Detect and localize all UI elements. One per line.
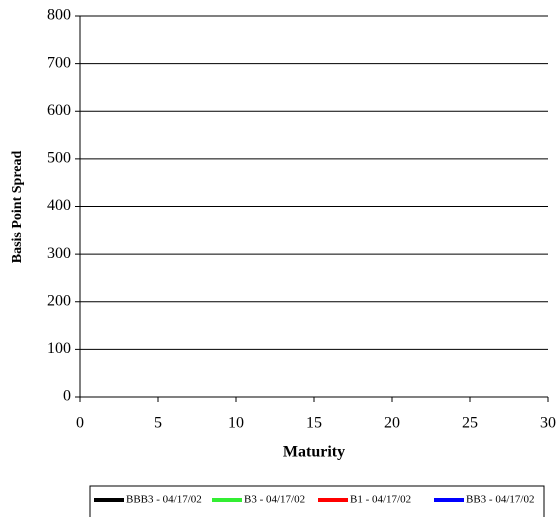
y-axis-label: Basis Point Spread bbox=[10, 151, 25, 264]
y-tick-label: 500 bbox=[47, 150, 71, 167]
legend-label: BB3 - 04/17/02 bbox=[466, 494, 534, 506]
y-tick-label: 200 bbox=[47, 292, 71, 309]
y-tick-label: 700 bbox=[47, 54, 71, 71]
legend-box bbox=[89, 485, 545, 517]
legend-label: BBB3 - 04/17/02 bbox=[126, 494, 202, 506]
y-tick-label: 600 bbox=[47, 102, 71, 119]
x-axis-label: Maturity bbox=[283, 444, 345, 461]
y-tick-label: 100 bbox=[47, 340, 71, 357]
x-tick-label: 15 bbox=[306, 415, 322, 432]
legend-label: B3 - 04/17/02 bbox=[244, 494, 305, 506]
x-tick-label: 10 bbox=[228, 415, 244, 432]
legend-label: B1 - 04/17/02 bbox=[350, 494, 411, 506]
x-tick-label: 5 bbox=[154, 415, 162, 432]
x-tick-label: 20 bbox=[384, 415, 400, 432]
y-tick-label: 800 bbox=[47, 7, 71, 24]
y-tick-label: 300 bbox=[47, 245, 71, 262]
x-tick-label: 25 bbox=[462, 415, 478, 432]
x-tick-label: 30 bbox=[540, 415, 556, 432]
x-tick-label: 0 bbox=[76, 415, 84, 432]
y-tick-label: 400 bbox=[47, 197, 71, 214]
y-tick-label: 0 bbox=[63, 388, 71, 405]
